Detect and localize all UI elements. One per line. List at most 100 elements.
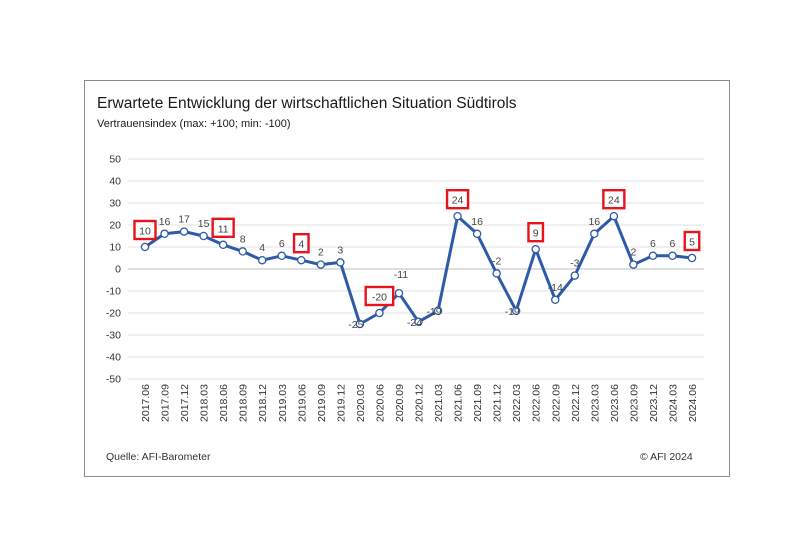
x-tick-label: 2019.12 [335,384,347,422]
highlight-box [527,221,545,243]
x-tick-label: 2020.12 [414,384,426,422]
data-label: 9 [533,228,539,240]
y-tick-label: 10 [109,242,121,254]
data-point [629,260,638,269]
data-point [511,306,521,316]
chart-frame [84,80,730,477]
data-label: 24 [608,195,620,207]
highlight-box [683,230,701,252]
x-tick-label: 2019.06 [296,384,308,422]
data-label: -14 [548,282,563,294]
highlight-box [292,232,310,254]
x-tick-label: 2023.09 [628,384,640,422]
data-point [472,229,482,239]
data-point [199,231,208,241]
x-tick-label: 2023.03 [589,384,601,422]
data-point [453,211,462,221]
data-point [570,271,580,280]
y-tick-label: 20 [109,220,121,232]
y-tick-label: -10 [106,286,121,298]
data-point [297,255,306,265]
chart-copyright: © AFI 2024 [640,451,693,463]
x-tick-label: 2018.06 [218,384,230,422]
data-label: 6 [279,238,285,250]
data-point [355,319,365,329]
x-tick-label: 2022.12 [570,384,582,422]
x-tick-label: 2020.06 [374,384,386,422]
x-tick-label: 2022.06 [531,384,543,422]
data-label: -11 [394,269,409,281]
data-label: 3 [337,244,343,256]
data-label: 4 [298,239,304,251]
highlight-box [133,219,157,241]
data-point [336,258,345,267]
data-label: 24 [452,195,464,207]
x-tick-label: 2022.03 [511,384,523,422]
data-label: 6 [670,238,676,250]
data-point [492,269,501,278]
x-tick-label: 2020.09 [394,384,406,422]
y-tick-label: -50 [106,374,121,386]
data-point [687,253,697,263]
chart-source: Quelle: AFI-Barometer [106,451,211,463]
data-point [277,251,286,261]
data-label: 11 [218,223,229,235]
x-tick-label: 2018.03 [199,384,211,422]
data-point [394,288,404,298]
x-tick-label: 2019.03 [277,384,289,422]
data-label: -24 [407,317,422,329]
data-label: 16 [471,216,483,228]
x-tick-label: 2023.12 [648,384,660,422]
data-label: 4 [259,242,265,254]
data-point [179,227,189,236]
data-point [257,255,267,265]
x-tick-label: 2021.03 [433,384,445,422]
data-label: 10 [139,226,151,238]
chart-title: Erwartete Entwicklung der wirtschaftlich… [97,95,517,112]
data-point [218,240,228,250]
data-label: 15 [198,218,210,230]
data-point [160,229,169,239]
data-label: -19 [505,306,520,318]
data-label: 6 [650,238,656,250]
y-tick-label: -40 [106,352,121,364]
y-tick-label: -20 [106,308,121,320]
data-label: -19 [426,306,441,318]
x-tick-label: 2024.06 [687,384,699,422]
data-label: -3 [570,258,579,270]
data-label: 16 [159,216,171,228]
highlight-box [364,285,395,307]
y-tick-label: 30 [109,198,121,210]
highlight-box [602,188,626,210]
x-tick-label: 2023.06 [609,384,621,422]
highlight-box [211,217,235,239]
data-point [531,244,540,254]
data-point [414,317,423,327]
x-tick-label: 2018.12 [257,384,269,422]
data-point [609,211,619,221]
y-tick-label: -30 [106,330,121,342]
data-label: 2 [630,247,636,259]
x-tick-label: 2017.09 [160,384,172,422]
data-label: -25 [348,319,363,331]
x-tick-label: 2019.09 [316,384,328,422]
data-label: 5 [689,237,695,249]
data-label: -20 [372,292,387,304]
x-tick-label: 2021.12 [492,384,504,422]
data-point [433,306,443,316]
x-tick-label: 2018.09 [238,384,250,422]
data-point [316,260,326,269]
data-point [375,308,384,318]
y-tick-label: 0 [115,264,121,276]
highlight-box [445,188,470,210]
x-tick-label: 2021.09 [472,384,484,422]
data-label: 2 [318,247,324,259]
data-label: 16 [588,216,600,228]
x-tick-label: 2022.09 [550,384,562,422]
data-point [648,251,658,261]
data-label: 8 [240,233,246,245]
data-point [590,229,599,239]
x-tick-label: 2021.06 [453,384,465,422]
x-tick-label: 2024.03 [667,384,679,422]
